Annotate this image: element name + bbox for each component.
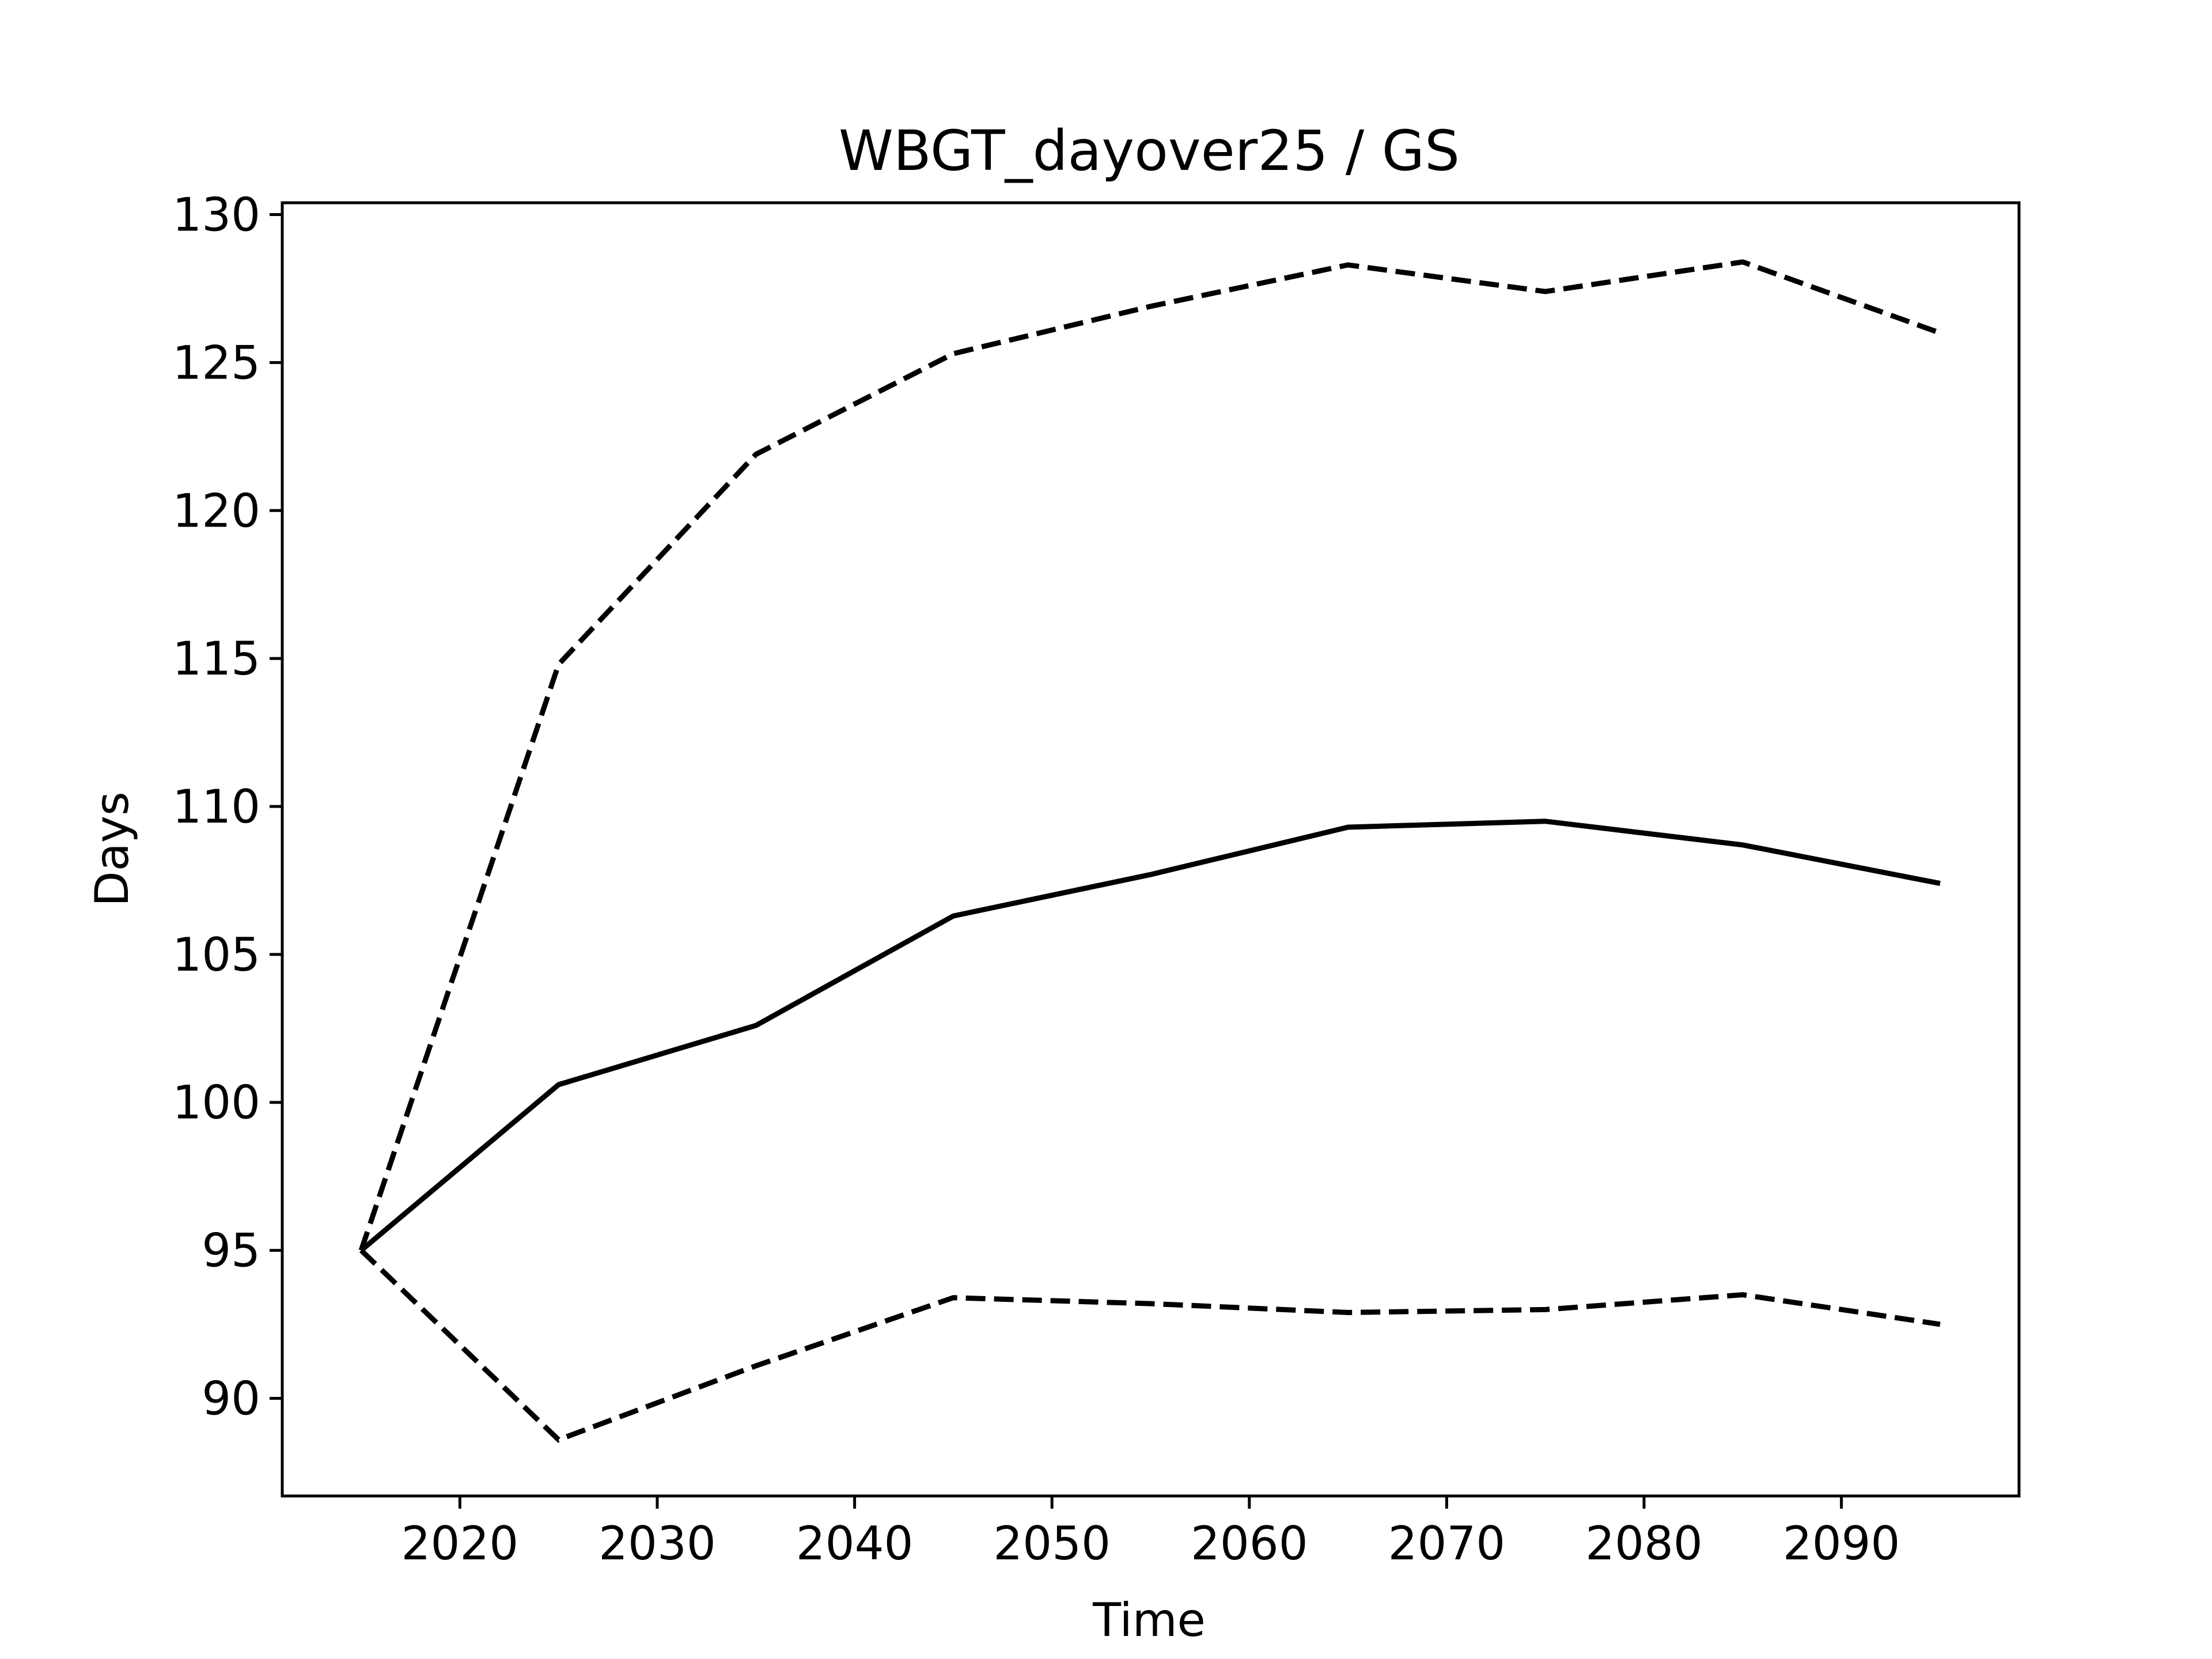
y-tick-label: 130 xyxy=(172,188,260,242)
x-axis: 2020 2030 2040 2050 2060 2070 2080 2090 xyxy=(402,1496,1900,1570)
y-tick-label: 115 xyxy=(172,632,260,685)
series-line-3 xyxy=(359,1248,1941,1443)
series-line-2 xyxy=(358,259,1941,1252)
x-tick-label: 2090 xyxy=(1783,1517,1900,1570)
x-tick-label: 2060 xyxy=(1191,1517,1308,1570)
x-tick-label: 2020 xyxy=(402,1517,519,1570)
chart-title: WBGT_dayover25 / GS xyxy=(839,119,1460,183)
y-tick-label: 110 xyxy=(172,780,260,834)
y-tick-label: 90 xyxy=(202,1372,260,1425)
series-layer xyxy=(358,259,1941,1443)
y-axis-label: Days xyxy=(85,791,139,907)
x-axis-label: Time xyxy=(1092,1593,1206,1647)
x-tick-label: 2040 xyxy=(796,1517,914,1570)
axes-frame xyxy=(281,201,2021,1498)
series-line-1 xyxy=(359,819,1941,1253)
x-tick-label: 2080 xyxy=(1585,1517,1703,1570)
y-axis: 90 95 100 105 110 115 120 125 130 xyxy=(172,188,282,1425)
y-tick-label: 125 xyxy=(172,336,260,389)
x-tick-label: 2070 xyxy=(1388,1517,1506,1570)
y-tick-label: 100 xyxy=(172,1076,260,1130)
x-tick-label: 2050 xyxy=(993,1517,1111,1570)
y-tick-label: 120 xyxy=(172,484,260,537)
y-tick-label: 105 xyxy=(172,928,260,982)
x-tick-label: 2030 xyxy=(599,1517,716,1570)
y-tick-label: 95 xyxy=(202,1224,260,1278)
